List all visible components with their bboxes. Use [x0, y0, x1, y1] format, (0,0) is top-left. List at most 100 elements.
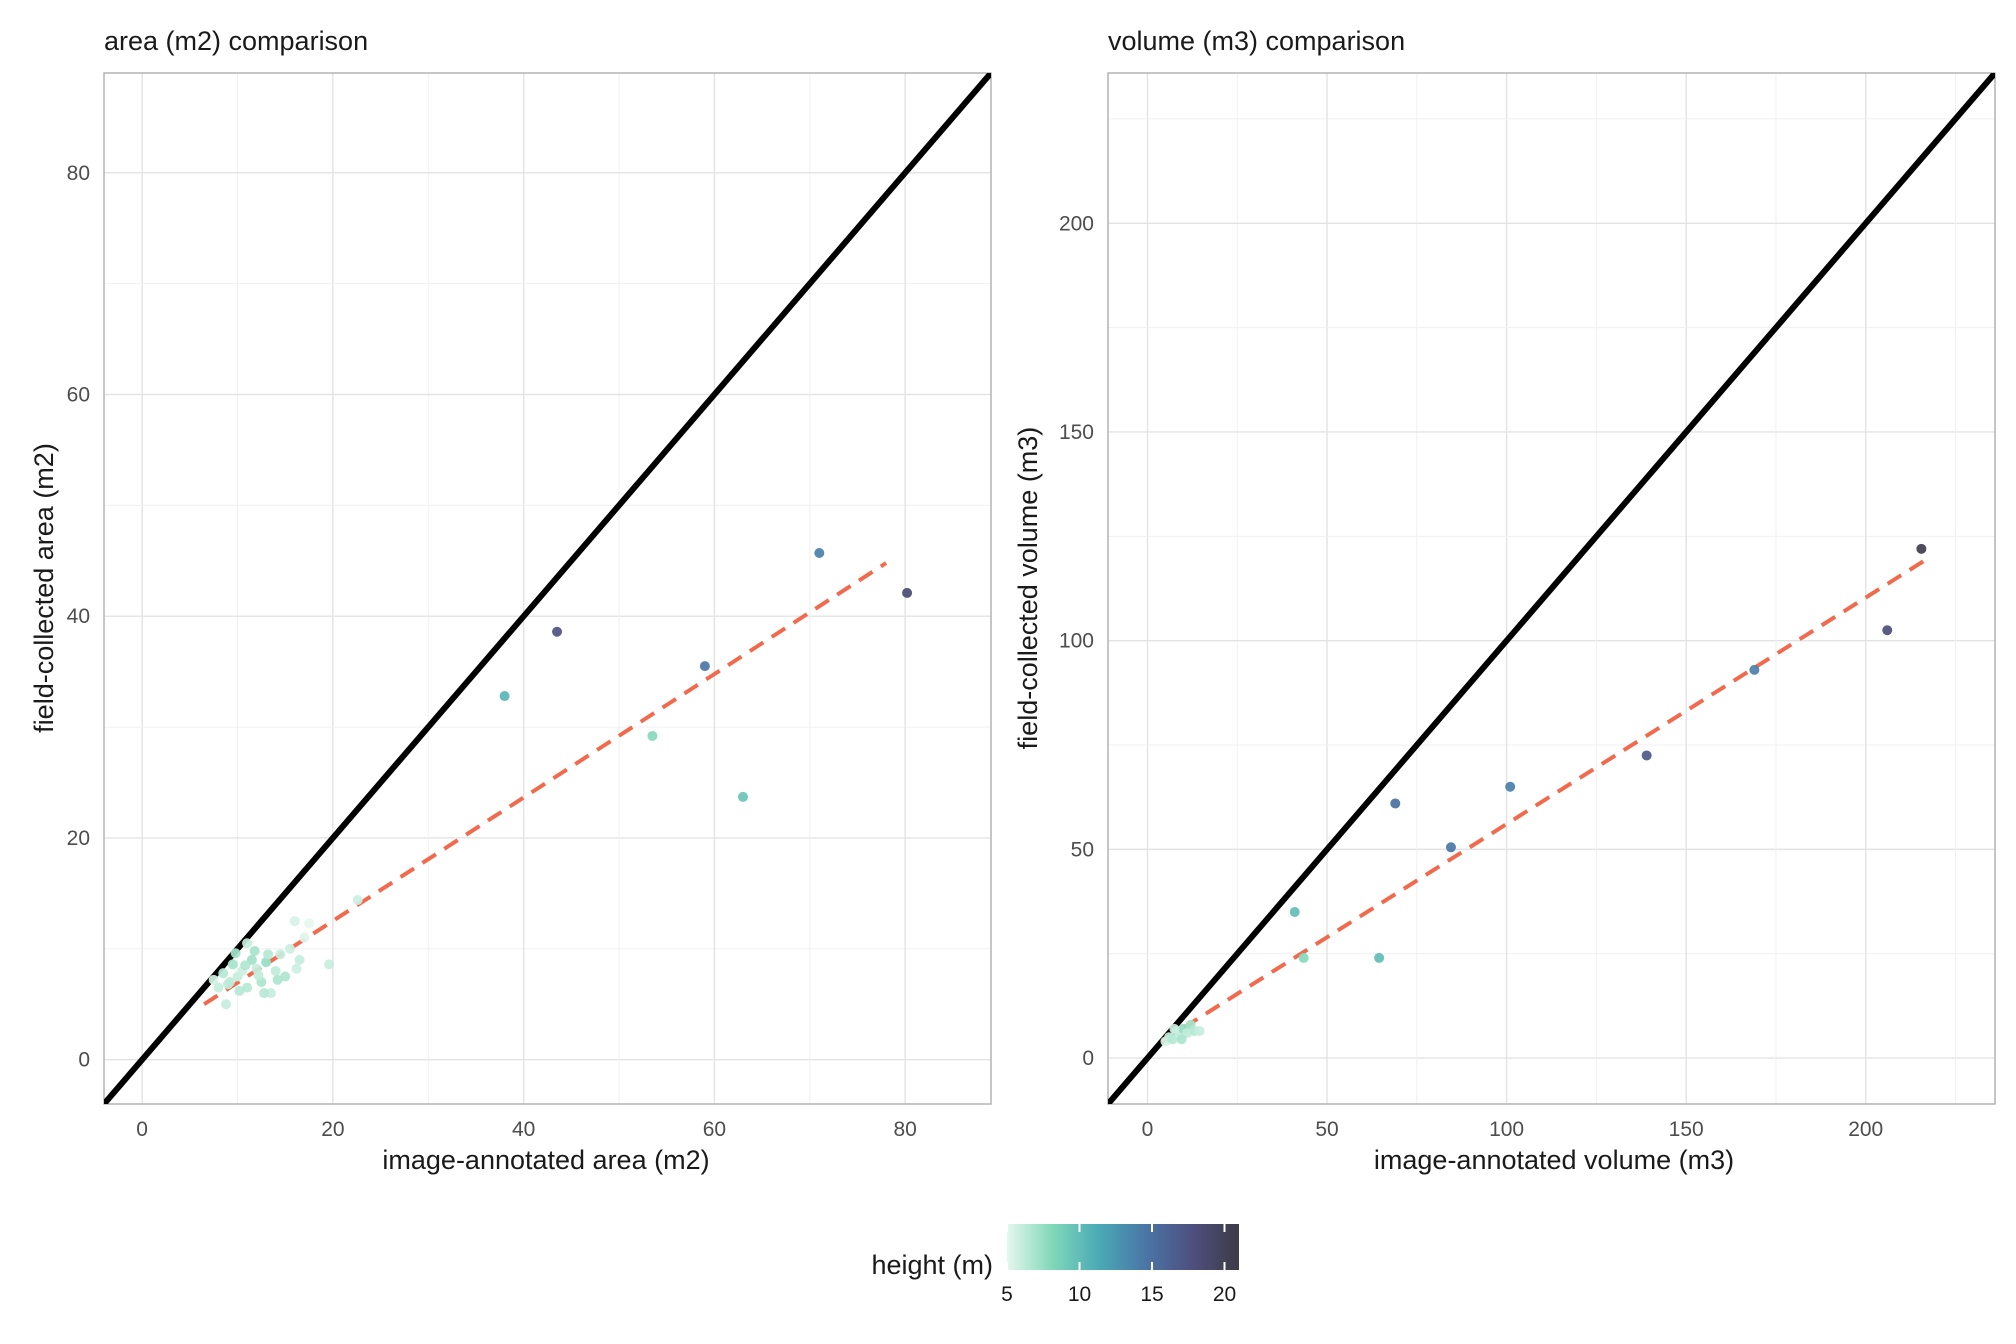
legend-colorbar [1007, 1224, 1239, 1270]
area-data-point [280, 971, 291, 982]
area-y-tick-label: 40 [67, 605, 90, 628]
volume-x-tick-label: 0 [1142, 1118, 1154, 1141]
volume-data-point [1194, 1025, 1205, 1036]
legend-tick-label: 20 [1213, 1283, 1236, 1306]
area-data-point [230, 948, 241, 959]
area-data-point [324, 959, 335, 970]
area-x-axis-title: image-annotated area (m2) [382, 1145, 709, 1175]
volume-data-point [1749, 664, 1760, 675]
area-x-tick-label: 40 [512, 1118, 535, 1141]
area-data-point [213, 982, 224, 993]
area-reference-lines [104, 73, 991, 1104]
area-data-point [299, 932, 310, 943]
volume-y-axis-title: field-collected volume (m3) [1013, 427, 1043, 750]
area-data-point [246, 954, 257, 965]
legend-tick-label: 5 [1001, 1283, 1013, 1306]
area-data-point [227, 959, 238, 970]
area-data-point [218, 968, 229, 979]
area-data-point [291, 963, 302, 974]
area-data-point [352, 895, 363, 906]
area-data-point [304, 918, 315, 929]
area-y-axis-title: field-collected area (m2) [29, 443, 59, 733]
volume-data-point [1916, 543, 1927, 554]
volume-data-point [1390, 798, 1401, 809]
area-data-point [289, 916, 300, 927]
volume-x-axis-title: image-annotated volume (m3) [1374, 1145, 1734, 1175]
height-legend: height (m) 5 10 15 20 [871, 1224, 1239, 1306]
volume-plot-frame [1107, 72, 1996, 1105]
area-x-tick-label: 0 [136, 1118, 148, 1141]
volume-y-tick-label: 50 [1071, 838, 1094, 861]
area-data-point [272, 974, 283, 985]
volume-points [1160, 543, 1927, 1047]
area-data-point [240, 960, 251, 971]
volume-data-point [1445, 842, 1456, 853]
legend-title: height (m) [871, 1250, 993, 1280]
volume-data-point [1882, 625, 1893, 636]
area-panel-title: area (m2) comparison [104, 26, 368, 56]
legend-tick-label: 10 [1068, 1283, 1091, 1306]
area-data-point [224, 977, 235, 988]
area-x-ticks: 0 20 40 60 80 [136, 1118, 917, 1141]
area-data-point [253, 970, 264, 981]
volume-data-point [1176, 1034, 1187, 1045]
area-data-point [499, 691, 510, 702]
volume-data-point [1289, 906, 1300, 917]
volume-data-point [1298, 952, 1309, 963]
area-data-point [242, 982, 253, 993]
area-y-tick-label: 80 [67, 162, 90, 185]
volume-panel-title: volume (m3) comparison [1108, 26, 1405, 56]
area-data-point [234, 985, 245, 996]
area-x-tick-label: 60 [703, 1118, 726, 1141]
volume-data-point [1505, 781, 1516, 792]
area-data-point [294, 954, 305, 965]
area-y-tick-label: 20 [67, 827, 90, 850]
area-points [208, 548, 913, 1010]
volume-y-tick-label: 100 [1059, 630, 1094, 653]
area-y-tick-label: 0 [78, 1049, 90, 1072]
volume-data-point [1374, 952, 1385, 963]
volume-y-tick-label: 150 [1059, 421, 1094, 444]
area-data-point [647, 730, 658, 741]
volume-identity-line [1108, 73, 1995, 1104]
volume-data-point [1169, 1023, 1180, 1034]
area-data-point [699, 661, 710, 672]
volume-fit-line [1160, 559, 1925, 1044]
area-data-point [270, 965, 281, 976]
volume-x-tick-label: 150 [1669, 1118, 1704, 1141]
volume-panel: volume (m3) comparison 0 50 100 150 200 0 50 1… [1013, 26, 1996, 1175]
area-x-tick-label: 20 [321, 1118, 344, 1141]
legend-tick-label: 15 [1140, 1283, 1163, 1306]
area-data-point [221, 999, 232, 1010]
area-fit-line [203, 561, 888, 1006]
area-data-point [208, 974, 219, 985]
area-identity-line [104, 73, 991, 1104]
area-y-tick-label: 60 [67, 383, 90, 406]
volume-x-tick-label: 100 [1489, 1118, 1524, 1141]
area-y-ticks: 0 20 40 60 80 [67, 162, 90, 1072]
area-data-point [902, 587, 913, 598]
volume-y-ticks: 0 50 100 150 200 [1059, 212, 1094, 1070]
volume-y-tick-label: 0 [1082, 1047, 1094, 1070]
area-x-tick-label: 80 [893, 1118, 916, 1141]
volume-x-tick-label: 50 [1315, 1118, 1338, 1141]
area-data-point [249, 946, 260, 957]
area-data-point [261, 957, 272, 968]
volume-data-point [1641, 750, 1652, 761]
area-data-point [738, 791, 749, 802]
volume-grid [1108, 73, 1995, 1104]
area-data-point [275, 949, 286, 960]
area-data-point [284, 943, 295, 954]
area-data-point [814, 548, 825, 559]
volume-reference-lines [1108, 73, 1995, 1104]
area-data-point [552, 626, 563, 637]
area-data-point [263, 949, 274, 960]
area-data-point [259, 988, 270, 999]
volume-x-tick-label: 200 [1848, 1118, 1883, 1141]
legend-ticks: 5 10 15 20 [1001, 1224, 1236, 1306]
volume-y-tick-label: 200 [1059, 212, 1094, 235]
area-panel: area (m2) comparison 0 20 40 60 80 0 20 40 60 80… [29, 26, 992, 1175]
volume-x-ticks: 0 50 100 150 200 [1142, 1118, 1884, 1141]
area-plot-frame [103, 72, 992, 1105]
